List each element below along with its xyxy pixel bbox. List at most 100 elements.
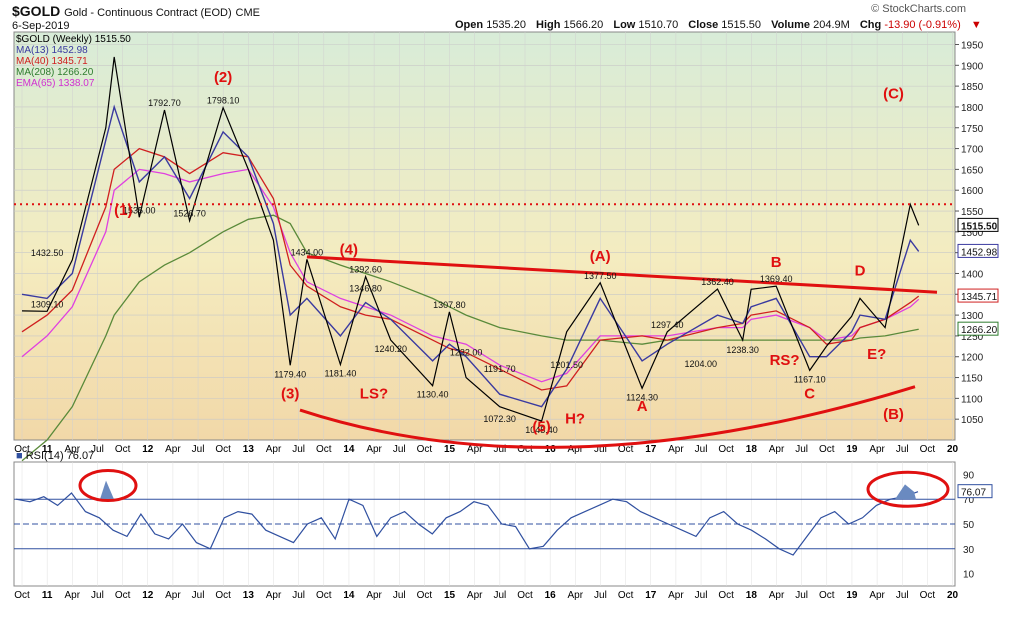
rsi-title-text: RSI(14) 76.07: [25, 450, 95, 462]
x-tick-label-rsi: Oct: [718, 590, 734, 601]
x-tick-label-rsi: Jul: [292, 590, 305, 601]
high-value: 1566.20: [563, 19, 604, 31]
x-tick-label-rsi: Jul: [695, 590, 708, 601]
price-data-label: 1432.50: [31, 248, 64, 258]
x-tick-label-rsi: Jul: [91, 590, 104, 601]
price-data-label: 1238.30: [726, 345, 759, 355]
price-data-label: 1792.70: [148, 98, 181, 108]
quote-bar: Open 1535.20 High 1566.20 Low 1510.70 Cl…: [455, 19, 982, 31]
last-value-badge: [957, 217, 999, 232]
x-tick-label: 19: [846, 444, 858, 455]
price-tick-label: 1900: [961, 61, 984, 72]
last-value-text: 1452.98: [961, 247, 998, 258]
chg-label: Chg: [859, 19, 882, 31]
wave-annotation: (1): [114, 202, 132, 219]
price-tick-label: 1600: [961, 186, 984, 197]
price-data-label: 1297.40: [651, 320, 684, 330]
x-tick-label-rsi: Apr: [568, 590, 584, 601]
rsi-title-icon: ■: [16, 450, 23, 462]
rsi-line: [15, 491, 919, 556]
rsi-title: ■ RSI(14) 76.07: [16, 450, 94, 462]
price-data-label: 1124.30: [626, 392, 658, 402]
x-tick-label: Jul: [594, 444, 607, 455]
wave-annotation: H?: [565, 410, 585, 427]
x-tick-label-rsi: Apr: [366, 590, 382, 601]
wave-annotation: (2): [214, 69, 232, 86]
wave-annotation: LS?: [360, 385, 388, 402]
x-tick-label: Apr: [266, 444, 282, 455]
brand-label: © StockCharts.com: [871, 3, 966, 15]
x-tick-label-rsi: Oct: [920, 590, 936, 601]
legend: $GOLD (Weekly) 1515.50 MA(13) 1452.98 MA…: [16, 34, 131, 89]
instrument-name: Gold - Continuous Contract (EOD): [64, 7, 232, 19]
x-tick-label-rsi: Apr: [869, 590, 885, 601]
x-tick-label-rsi: Oct: [417, 590, 433, 601]
price-data-label: 1434.00: [291, 247, 324, 257]
wave-annotation: RS?: [770, 352, 800, 369]
x-tick-label: Jul: [493, 444, 506, 455]
x-tick-label: Oct: [819, 444, 835, 455]
rsi-last-badge: [957, 484, 993, 499]
ma208-line: [21, 214, 919, 462]
price-data-label: 1045.40: [525, 425, 558, 435]
legend-item: EMA(65) 1338.07: [16, 78, 95, 89]
x-tick-label-rsi: Oct: [115, 590, 131, 601]
last-value-text: 1345.71: [961, 292, 998, 303]
rsi-tick-label: 70: [963, 495, 975, 506]
exchange: CME: [235, 7, 260, 19]
x-tick-label-rsi: Apr: [467, 590, 483, 601]
rsi-tick-label: 10: [963, 570, 975, 581]
x-tick-label: Oct: [14, 444, 30, 455]
price-data-label: 1369.40: [760, 274, 793, 284]
legend-item: MA(13) 1452.98: [16, 45, 88, 56]
wave-annotation: (C): [883, 86, 904, 103]
x-tick-label-rsi: Apr: [266, 590, 282, 601]
chart-date: 6-Sep-2019: [12, 20, 70, 32]
price-tick-label: 1200: [961, 353, 984, 364]
x-tick-label: 13: [243, 444, 255, 455]
neckline: [306, 255, 938, 294]
wave-annotation: B: [771, 254, 782, 271]
price-tick-label: 1050: [961, 415, 984, 426]
x-tick-label: Apr: [467, 444, 483, 455]
price-data-label: 1240.20: [374, 344, 407, 354]
wave-annotation: (3): [281, 385, 299, 402]
volume-value: 204.9M: [813, 19, 850, 31]
x-tick-label: 12: [142, 444, 154, 455]
price-data-label: 1307.80: [433, 300, 466, 310]
x-tick-label-rsi: Oct: [316, 590, 332, 601]
low-value: 1510.70: [638, 19, 679, 31]
x-tick-label: Jul: [192, 444, 205, 455]
x-tick-label: Apr: [65, 444, 81, 455]
x-tick-label: Jul: [695, 444, 708, 455]
price-tick-label: 1950: [961, 40, 984, 51]
x-tick-label: Oct: [417, 444, 433, 455]
price-data-label: 1072.30: [483, 414, 516, 424]
price-tick-label: 1650: [961, 165, 984, 176]
price-data-label: 1201.50: [550, 360, 583, 370]
x-tick-label: Apr: [366, 444, 382, 455]
price-tick-label: 1300: [961, 311, 984, 322]
price-line: [21, 56, 920, 422]
x-tick-label-rsi: Apr: [769, 590, 785, 601]
price-data-label: 1798.10: [207, 96, 240, 106]
price-data-label: 1167.10: [794, 374, 826, 384]
rsi-tick-label: 90: [963, 470, 975, 481]
price-data-label: 1191.70: [484, 364, 516, 374]
wave-annotation: (5): [532, 419, 550, 436]
wave-annotation: (4): [340, 242, 358, 259]
chg-down-icon: ▼: [970, 19, 982, 31]
cup-arc: [299, 385, 916, 449]
x-tick-label-rsi: Oct: [618, 590, 634, 601]
x-tick-label: Oct: [718, 444, 734, 455]
x-tick-label-rsi: 14: [343, 590, 355, 601]
x-tick-label-rsi: 12: [142, 590, 154, 601]
x-tick-label: Oct: [618, 444, 634, 455]
close-label: Close: [688, 19, 719, 31]
price-data-label: 1130.40: [417, 390, 449, 400]
ma13-line: [21, 104, 920, 408]
wave-annotation: (A): [590, 248, 611, 265]
x-tick-label: Jul: [896, 444, 909, 455]
x-tick-label: 17: [645, 444, 657, 455]
